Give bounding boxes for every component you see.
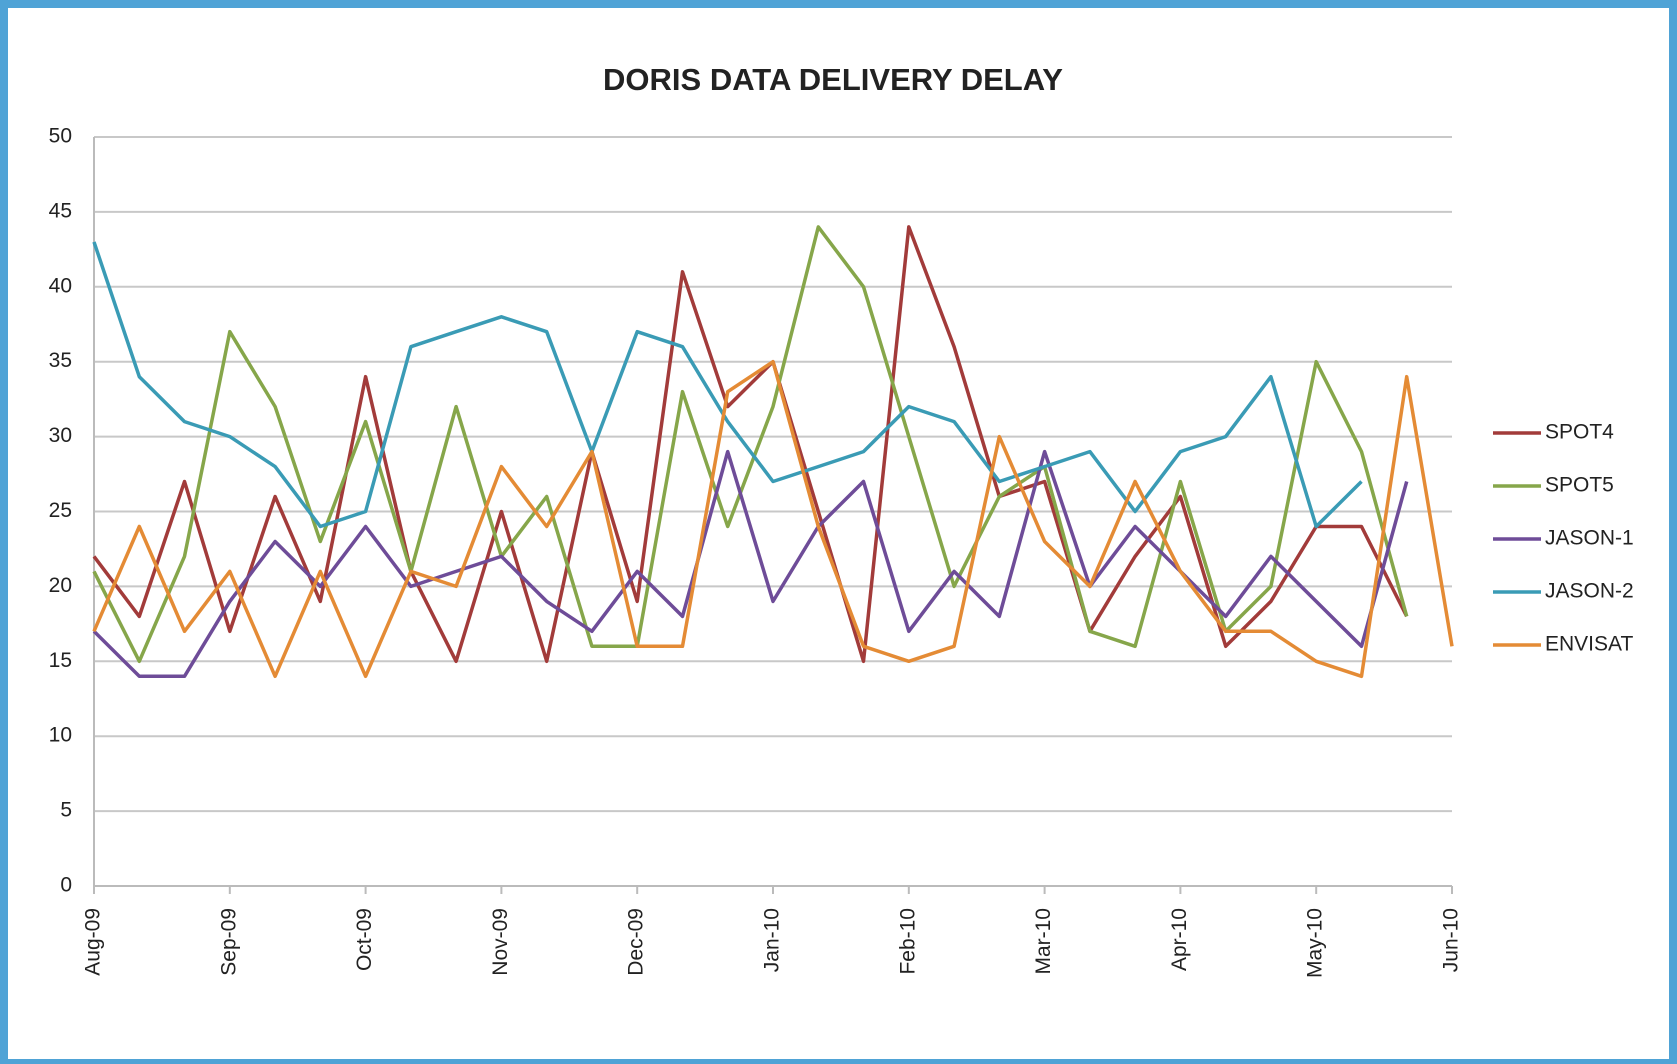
x-tick-label: Jan-10 [761, 908, 784, 972]
legend-label: SPOT4 [1545, 421, 1614, 444]
y-tick-label: 45 [49, 199, 72, 222]
y-tick-label: 25 [49, 499, 72, 522]
legend-label: JASON-1 [1545, 527, 1634, 550]
y-tick-label: 15 [49, 649, 72, 672]
x-tick-label: Jun-10 [1440, 908, 1463, 972]
chart-title: DORIS DATA DELIVERY DELAY [603, 62, 1063, 97]
chart-frame: DORIS DATA DELIVERY DELAY 0 5 10 15 20 25 30 35… [8, 8, 1669, 1059]
y-tick-label: 40 [49, 274, 72, 297]
x-tick-label: Nov-09 [489, 908, 512, 976]
y-tick-label: 10 [49, 724, 72, 747]
y-tick-label: 50 [49, 125, 72, 148]
x-tick-label: Apr-10 [1168, 908, 1191, 971]
x-tick-label: Feb-10 [896, 908, 919, 975]
y-tick-label: 20 [49, 574, 72, 597]
y-tick-label: 5 [60, 799, 72, 822]
chart: DORIS DATA DELIVERY DELAY 0 5 10 15 20 25 30 35… [49, 62, 1634, 978]
legend-label: ENVISAT [1545, 633, 1633, 656]
series-line [92, 225, 1409, 664]
legend-label: SPOT5 [1545, 474, 1614, 497]
x-tick-label: May-10 [1304, 908, 1327, 978]
y-tick-label: 35 [49, 349, 72, 372]
x-tick-label: Dec-09 [625, 908, 648, 976]
y-tick-label: 30 [49, 424, 72, 447]
y-tick-label: 0 [60, 874, 72, 897]
x-tick-label: Sep-09 [217, 908, 240, 976]
series-line [92, 359, 1454, 679]
series-line [92, 241, 1363, 529]
x-tick-label: Oct-09 [353, 908, 376, 971]
x-tick-label: Mar-10 [1032, 908, 1055, 975]
x-tick-label: Aug-09 [82, 908, 105, 976]
legend-label: JASON-2 [1545, 580, 1634, 603]
